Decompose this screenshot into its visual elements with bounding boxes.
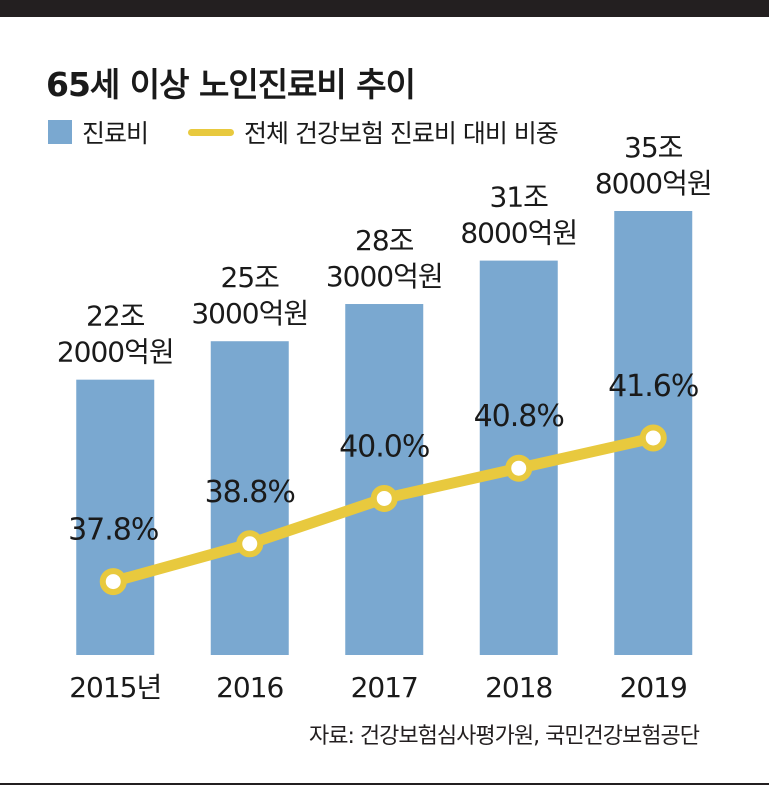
- x-tick-label: 2017: [351, 671, 418, 704]
- line-value-label: 38.8%: [205, 475, 295, 510]
- bottom-rule: [0, 783, 769, 785]
- legend-line-swatch: [188, 129, 234, 136]
- line-point: [505, 454, 533, 482]
- bar-value-label: 8000억원: [595, 167, 712, 200]
- legend: 진료비 전체 건강보험 진료비 대비 비중: [46, 114, 746, 148]
- bar: [210, 341, 289, 655]
- line-value-label: 40.0%: [339, 429, 429, 464]
- bar-value-label: 31조: [490, 181, 549, 214]
- x-tick-label: 2018: [485, 671, 552, 704]
- bar-value-label: 2000억원: [57, 336, 174, 369]
- x-tick-label: 2019: [620, 671, 687, 704]
- bar-value-label: 3000억원: [191, 297, 308, 330]
- top-rule: [0, 0, 769, 17]
- legend-bar-swatch: [48, 120, 72, 144]
- x-tick-label: 2016: [216, 671, 283, 704]
- line-point: [370, 484, 398, 512]
- bar-value-label: 3000억원: [326, 260, 443, 293]
- chart-title: 65세 이상 노인진료비 추이: [46, 65, 416, 104]
- line-value-label: 41.6%: [608, 369, 698, 404]
- bar-value-label: 8000억원: [460, 217, 577, 250]
- bar-value-label: 35조: [624, 131, 683, 164]
- bar: [345, 304, 424, 655]
- x-tick-label: 2015년: [69, 671, 161, 704]
- line-point: [236, 530, 264, 558]
- bar-value-label: 25조: [221, 261, 280, 294]
- line-value-label: 40.8%: [474, 399, 564, 434]
- line-point: [639, 424, 667, 452]
- legend-line-label: 전체 건강보험 진료비 대비 비중: [244, 119, 559, 148]
- line-point: [99, 568, 127, 596]
- source-note: 자료: 건강보험심사평가원, 국민건강보험공단: [309, 724, 700, 749]
- bar-value-label: 28조: [355, 224, 414, 257]
- line-value-label: 37.8%: [68, 513, 158, 548]
- bar: [76, 379, 155, 655]
- legend-bar-label: 진료비: [82, 119, 149, 148]
- bar-value-label: 22조: [86, 300, 145, 333]
